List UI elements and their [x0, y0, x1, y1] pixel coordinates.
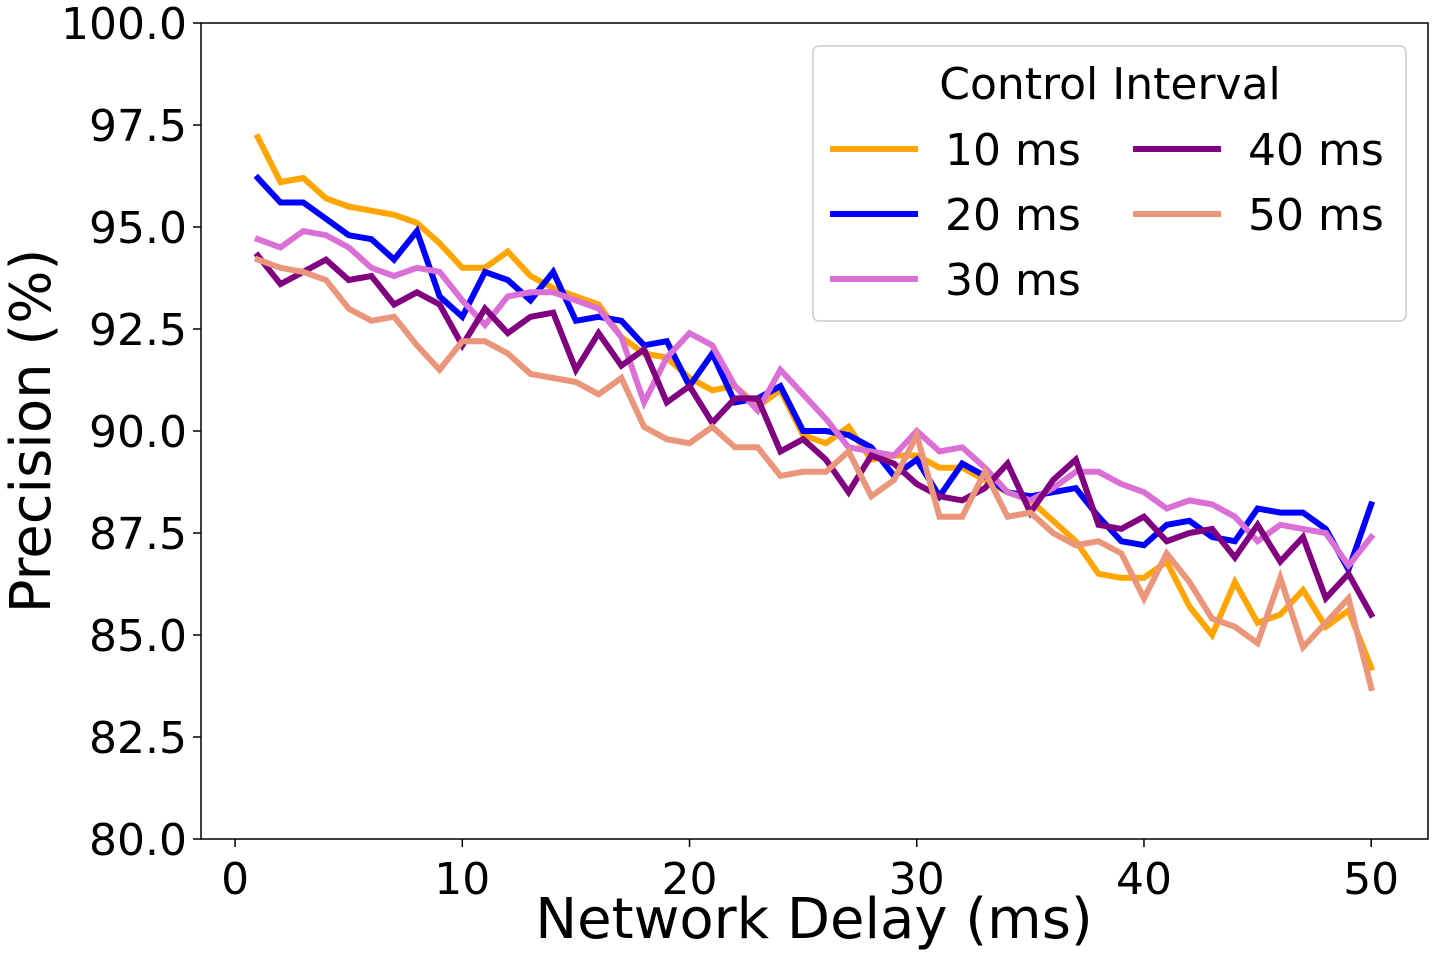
legend-label-2: 20 ms — [945, 190, 1081, 241]
y-tick-label: 85.0 — [89, 611, 187, 662]
x-tick-label: 30 — [889, 854, 945, 905]
y-tick-label: 82.5 — [89, 713, 187, 764]
series-line-1 — [253, 133, 1376, 672]
legend-label-4: 40 ms — [1248, 125, 1384, 176]
y-tick-label: 92.5 — [89, 305, 187, 356]
legend-label-3: 30 ms — [945, 255, 1081, 306]
x-tick-label: 0 — [221, 854, 249, 905]
y-tick-label: 97.5 — [89, 101, 187, 152]
series-line-3 — [253, 227, 1376, 571]
legend-box — [812, 45, 1407, 322]
x-tick-label: 20 — [662, 854, 718, 905]
x-tick-label: 40 — [1116, 854, 1172, 905]
x-axis-title: Network Delay (ms) — [535, 887, 1092, 952]
x-tick-label: 50 — [1343, 854, 1399, 905]
series-layer — [253, 133, 1376, 692]
series-line-5 — [253, 255, 1375, 692]
legend-title: Control Interval — [939, 59, 1281, 110]
y-tick-label: 100.0 — [61, 0, 187, 50]
legend-label-1: 10 ms — [945, 125, 1081, 176]
series-line-2 — [253, 173, 1376, 578]
y-tick-label: 95.0 — [89, 203, 187, 254]
y-tick-label: 87.5 — [89, 509, 187, 560]
x-axis-ticks: 0 10 20 30 40 50 — [221, 839, 1399, 905]
y-tick-label: 90.0 — [89, 407, 187, 458]
series-line-4 — [253, 251, 1376, 619]
legend: Control Interval 10 ms 20 ms 30 ms 40 ms 50 … — [812, 45, 1407, 322]
y-tick-label: 80.0 — [89, 815, 187, 866]
y-axis-ticks: 80.0 82.5 85.0 87.5 90.0 92.5 95.0 97.5 100.0 — [61, 0, 201, 866]
y-axis-title: Precision (%) — [0, 249, 64, 614]
x-tick-label: 10 — [434, 854, 490, 905]
legend-entries: 10 ms 20 ms 30 ms 40 ms 50 ms — [830, 125, 1384, 306]
legend-label-5: 50 ms — [1248, 190, 1384, 241]
